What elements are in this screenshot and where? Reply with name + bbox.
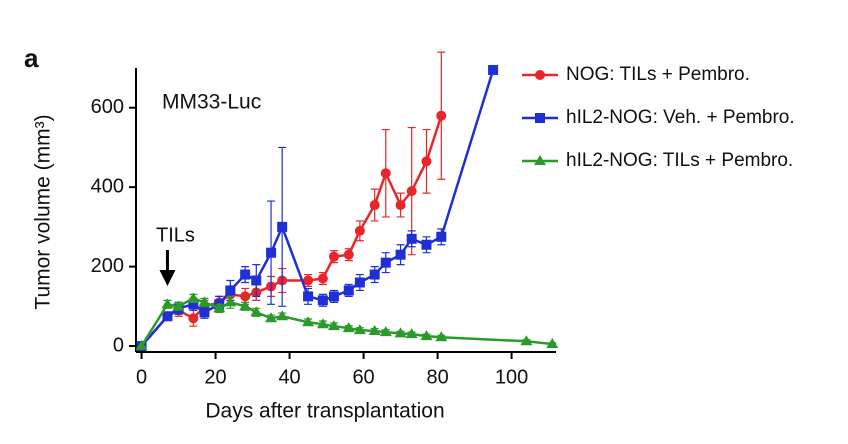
x-tick-label: 80 bbox=[426, 366, 448, 388]
data-point bbox=[239, 300, 252, 311]
data-point bbox=[328, 251, 339, 262]
data-point bbox=[199, 307, 210, 318]
data-point bbox=[302, 316, 315, 327]
data-point bbox=[520, 335, 533, 346]
data-point bbox=[436, 231, 447, 242]
data-point bbox=[303, 275, 314, 286]
data-point bbox=[276, 310, 289, 321]
data-point bbox=[405, 328, 418, 339]
data-point bbox=[406, 233, 417, 244]
data-point bbox=[162, 311, 173, 322]
series-line bbox=[140, 115, 443, 347]
data-point bbox=[225, 285, 236, 296]
data-point bbox=[406, 186, 417, 197]
data-point bbox=[354, 225, 365, 236]
x-tick-label: 40 bbox=[278, 366, 300, 388]
data-point bbox=[546, 338, 559, 349]
data-point bbox=[343, 285, 354, 296]
data-point bbox=[435, 331, 448, 342]
y-axis-label: Tumor volume (mm³) bbox=[32, 114, 55, 309]
x-tick-label: 60 bbox=[352, 366, 374, 388]
data-point bbox=[343, 249, 354, 260]
y-tick-label: 0 bbox=[113, 334, 124, 356]
data-point bbox=[436, 110, 447, 121]
data-point bbox=[421, 239, 432, 250]
data-point bbox=[240, 269, 251, 280]
data-point bbox=[240, 291, 251, 302]
data-point bbox=[380, 257, 391, 268]
data-point bbox=[421, 156, 432, 167]
legend-label: hIL2-NOG: Veh. + Pembro. bbox=[566, 107, 795, 128]
legend-marker bbox=[534, 155, 546, 165]
data-point bbox=[379, 326, 392, 337]
legend-label: NOG: TILs + Pembro. bbox=[566, 64, 750, 85]
panel-label: a bbox=[24, 43, 39, 73]
data-point bbox=[265, 312, 278, 323]
data-point bbox=[368, 324, 381, 335]
arrow-head bbox=[159, 270, 176, 286]
data-point bbox=[420, 330, 433, 341]
data-point bbox=[172, 300, 185, 311]
data-point bbox=[369, 200, 380, 211]
data-point bbox=[317, 273, 328, 284]
x-tick-label: 100 bbox=[495, 366, 528, 388]
data-point bbox=[395, 249, 406, 260]
data-point bbox=[188, 313, 199, 324]
data-point bbox=[266, 247, 277, 258]
y-tick-label: 200 bbox=[91, 255, 124, 277]
data-point bbox=[316, 318, 329, 329]
data-point bbox=[369, 269, 380, 280]
data-point bbox=[488, 64, 499, 75]
data-point bbox=[224, 296, 237, 307]
data-point bbox=[135, 340, 148, 351]
data-point bbox=[317, 295, 328, 306]
data-point bbox=[251, 275, 262, 286]
data-point bbox=[380, 168, 391, 179]
data-point bbox=[327, 320, 340, 331]
x-tick-label: 20 bbox=[204, 366, 226, 388]
data-point bbox=[161, 298, 174, 309]
data-point bbox=[353, 324, 366, 335]
annotation: MM33-Luc bbox=[162, 91, 261, 114]
data-point bbox=[394, 327, 407, 338]
legend-label: hIL2-NOG: TILs + Pembro. bbox=[566, 150, 793, 171]
legend-marker bbox=[535, 70, 545, 80]
data-point bbox=[342, 322, 355, 333]
legend-marker bbox=[535, 113, 545, 123]
data-point bbox=[250, 306, 263, 317]
data-point bbox=[303, 291, 314, 302]
data-point bbox=[213, 302, 226, 313]
data-point bbox=[187, 292, 200, 303]
data-point bbox=[188, 299, 199, 310]
y-tick-label: 400 bbox=[91, 175, 124, 197]
arrow-label: TILs bbox=[156, 224, 195, 246]
data-point bbox=[395, 200, 406, 211]
data-point bbox=[277, 221, 288, 232]
y-tick-label: 600 bbox=[91, 96, 124, 118]
data-point bbox=[328, 291, 339, 302]
x-axis-label: Days after transplantation bbox=[205, 400, 444, 423]
data-point bbox=[198, 296, 211, 307]
data-point bbox=[354, 277, 365, 288]
x-tick-label: 0 bbox=[136, 366, 147, 388]
